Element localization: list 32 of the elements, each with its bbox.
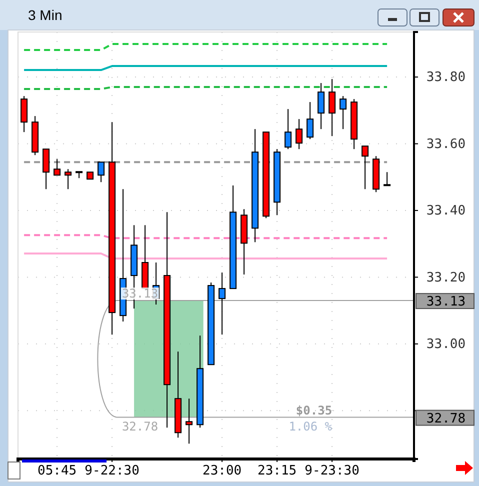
chart-title: 3 Min <box>28 7 62 23</box>
x-tick-label: 23:15 <box>257 464 297 479</box>
text: 33.20 <box>426 270 466 286</box>
candlestick <box>218 272 226 336</box>
ref-line-label: 33.13 <box>426 294 466 310</box>
text: 33.80 <box>426 70 466 86</box>
annotation: 32.78 <box>122 419 158 434</box>
candlestick <box>384 172 391 186</box>
candlestick <box>42 148 50 190</box>
annotation: 33.13 <box>122 286 158 301</box>
annotation: $0.35 <box>296 403 332 418</box>
candlestick <box>98 162 105 183</box>
candlestick <box>64 168 72 190</box>
text: 33.40 <box>426 204 466 219</box>
candlestick <box>328 78 336 137</box>
candlestick <box>20 96 28 133</box>
text: 33.60 <box>426 136 466 152</box>
candlestick <box>362 146 369 190</box>
candlestick <box>284 108 292 150</box>
candlestick <box>306 102 314 140</box>
x-tick-label: 9-22:30 <box>84 464 140 479</box>
x-tick-label: 05:45 <box>37 464 77 479</box>
x-tick-label: 9-23:30 <box>304 464 360 479</box>
candlestick <box>186 398 193 444</box>
ref-line-label: 32.78 <box>426 411 466 426</box>
annotation: 1.06 % <box>288 419 333 434</box>
candlestick <box>296 118 303 150</box>
text: 33.00 <box>426 337 466 352</box>
candlestick <box>340 96 347 130</box>
candlestick <box>318 82 325 130</box>
candlestick <box>54 158 61 176</box>
x-tick-label: 23:00 <box>202 464 242 479</box>
